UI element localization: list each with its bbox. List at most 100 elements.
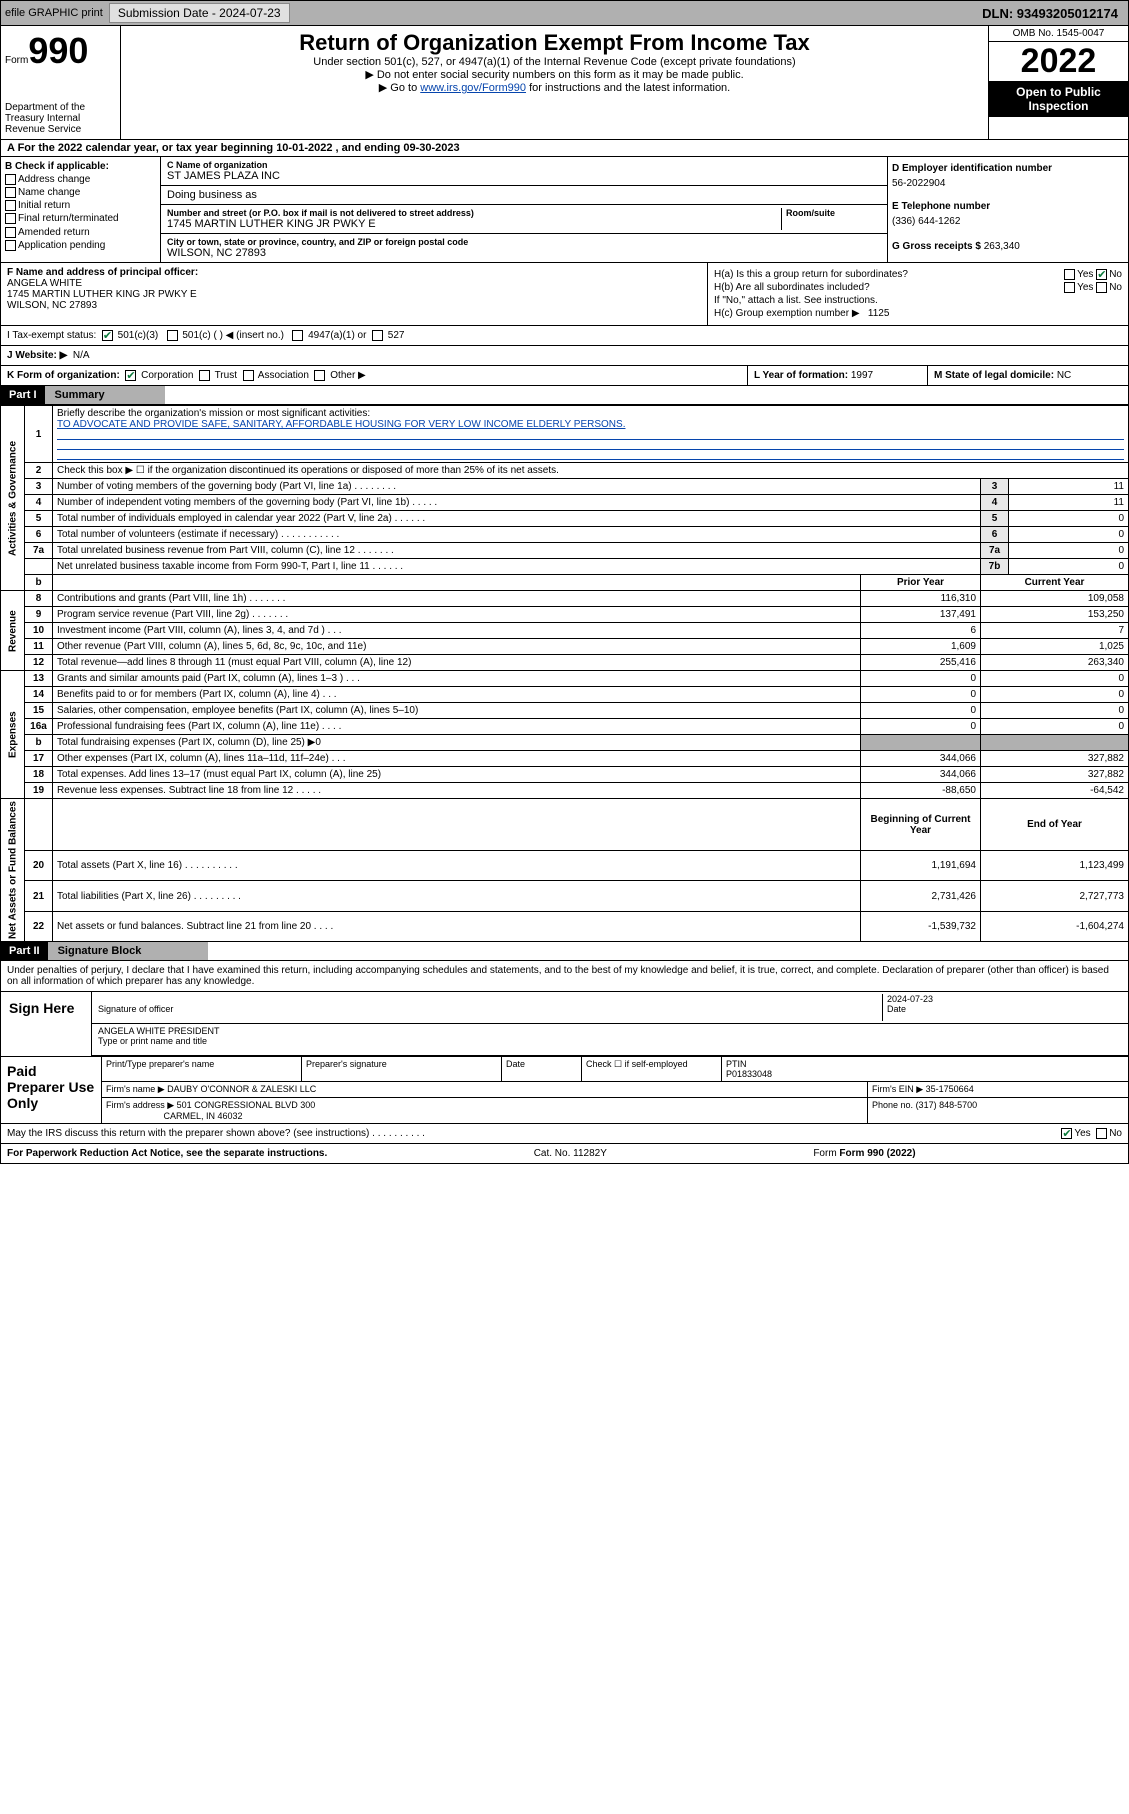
q2-text: Check this box ▶ ☐ if the organization d… xyxy=(53,463,1129,479)
chk-initial-return[interactable]: Initial return xyxy=(5,200,156,211)
phone-value: (336) 644-1262 xyxy=(892,214,1124,229)
dln-label: DLN: 93493205012174 xyxy=(982,6,1118,21)
firm-ein-value: 35-1750664 xyxy=(926,1084,974,1094)
officer-name: ANGELA WHITE xyxy=(7,278,701,289)
ha-no[interactable] xyxy=(1096,269,1107,280)
m-value: NC xyxy=(1057,370,1071,381)
h-c-value: 1125 xyxy=(868,308,890,319)
paid-preparer-label: Paid Preparer Use Only xyxy=(1,1057,101,1123)
chk-address-change[interactable]: Address change xyxy=(5,174,156,185)
section-k-l-m: K Form of organization: Corporation Trus… xyxy=(0,366,1129,386)
form-header: Form990 Department of the Treasury Inter… xyxy=(0,26,1129,140)
prep-check-label: Check ☐ if self-employed xyxy=(582,1057,722,1081)
part-i-badge: Part I xyxy=(1,386,45,404)
firm-name-label: Firm's name ▶ xyxy=(106,1084,165,1094)
city-label: City or town, state or province, country… xyxy=(167,237,881,247)
summary-table: Activities & Governance 1 Briefly descri… xyxy=(0,405,1129,942)
f-label: F Name and address of principal officer: xyxy=(7,267,198,278)
column-b: B Check if applicable: Address change Na… xyxy=(1,157,161,262)
top-bar: efile GRAPHIC print Submission Date - 20… xyxy=(0,0,1129,26)
form-note-1: ▶ Do not enter social security numbers o… xyxy=(125,68,984,81)
may-discuss-text: May the IRS discuss this return with the… xyxy=(7,1128,425,1139)
tax-year: 2022 xyxy=(989,42,1128,81)
h-b-label: H(b) Are all subordinates included? xyxy=(714,282,870,293)
chk-application-pending[interactable]: Application pending xyxy=(5,240,156,251)
row-a: A For the 2022 calendar year, or tax yea… xyxy=(0,140,1129,157)
firm-addr1: 501 CONGRESSIONAL BLVD 300 xyxy=(177,1100,316,1110)
h-a-label: H(a) Is this a group return for subordin… xyxy=(714,269,908,280)
hb-yes[interactable] xyxy=(1064,282,1075,293)
street-address: 1745 MARTIN LUTHER KING JR PWKY E xyxy=(167,218,781,230)
chk-assoc[interactable] xyxy=(243,370,254,381)
side-revenue: Revenue xyxy=(1,591,25,671)
org-name: ST JAMES PLAZA INC xyxy=(167,170,881,182)
discuss-yes[interactable] xyxy=(1061,1128,1072,1139)
phone-label: E Telephone number xyxy=(892,201,990,212)
column-c: C Name of organization ST JAMES PLAZA IN… xyxy=(161,157,888,262)
chk-corp[interactable] xyxy=(125,370,136,381)
column-d-e-g: D Employer identification number 56-2022… xyxy=(888,157,1128,262)
form-title: Return of Organization Exempt From Incom… xyxy=(125,30,984,56)
dba-label: Doing business as xyxy=(167,189,881,201)
h-box: H(a) Is this a group return for subordin… xyxy=(708,263,1128,325)
firm-phone-value: (317) 848-5700 xyxy=(916,1100,978,1110)
city-state-zip: WILSON, NC 27893 xyxy=(167,247,881,259)
sig-officer-label: Signature of officer xyxy=(98,1004,173,1014)
part-i-header: Part I Summary xyxy=(0,386,1129,405)
sigblock-title: Signature Block xyxy=(48,942,208,960)
section-b-to-g: B Check if applicable: Address change Na… xyxy=(0,157,1129,263)
dept-label: Department of the Treasury Internal Reve… xyxy=(5,102,116,135)
chk-4947[interactable] xyxy=(292,330,303,341)
ein-label: D Employer identification number xyxy=(892,163,1052,174)
part-ii-badge: Part II xyxy=(1,942,48,960)
ptin-value: P01833048 xyxy=(726,1069,772,1079)
firm-addr-label: Firm's address ▶ xyxy=(106,1100,174,1110)
chk-amended-return[interactable]: Amended return xyxy=(5,227,156,238)
side-net-assets: Net Assets or Fund Balances xyxy=(1,799,25,942)
ptin-label: PTIN xyxy=(726,1059,747,1069)
chk-501c3[interactable] xyxy=(102,330,113,341)
i-label: I Tax-exempt status: xyxy=(7,330,96,341)
firm-ein-label: Firm's EIN ▶ xyxy=(872,1084,923,1094)
form-number-footer: Form Form 990 (2022) xyxy=(813,1148,915,1159)
h-b-note: If "No," attach a list. See instructions… xyxy=(714,295,1122,306)
room-label: Room/suite xyxy=(786,208,881,218)
page-footer: For Paperwork Reduction Act Notice, see … xyxy=(0,1144,1129,1164)
chk-name-change[interactable]: Name change xyxy=(5,187,156,198)
street-label: Number and street (or P.O. box if mail i… xyxy=(167,208,781,218)
chk-other[interactable] xyxy=(314,370,325,381)
part-ii-header: Part II Signature Block xyxy=(0,942,1129,961)
mission-text: TO ADVOCATE AND PROVIDE SAFE, SANITARY, … xyxy=(57,419,625,430)
irs-link[interactable]: www.irs.gov/Form990 xyxy=(420,82,526,94)
l-value: 1997 xyxy=(851,370,873,381)
section-f-h: F Name and address of principal officer:… xyxy=(0,263,1129,326)
chk-final-return[interactable]: Final return/terminated xyxy=(5,213,156,224)
side-expenses: Expenses xyxy=(1,671,25,799)
discuss-no[interactable] xyxy=(1096,1128,1107,1139)
submission-date-button[interactable]: Submission Date - 2024-07-23 xyxy=(109,3,290,23)
inspection-label: Open to Public Inspection xyxy=(989,81,1128,117)
sign-here-label: Sign Here xyxy=(1,992,91,1056)
chk-501c[interactable] xyxy=(167,330,178,341)
ha-yes[interactable] xyxy=(1064,269,1075,280)
side-governance: Activities & Governance xyxy=(1,406,25,591)
chk-527[interactable] xyxy=(372,330,383,341)
h-c-label: H(c) Group exemption number ▶ xyxy=(714,308,860,319)
f-box: F Name and address of principal officer:… xyxy=(1,263,708,325)
c-name-label: C Name of organization xyxy=(167,160,881,170)
hb-no[interactable] xyxy=(1096,282,1107,293)
k-label: K Form of organization: xyxy=(7,370,120,381)
efile-label: efile GRAPHIC print xyxy=(5,7,103,19)
l-label: L Year of formation: xyxy=(754,370,848,381)
omb-number: OMB No. 1545-0047 xyxy=(989,26,1128,42)
sig-name-value: ANGELA WHITE PRESIDENT xyxy=(98,1026,1122,1036)
form-word: Form xyxy=(5,55,28,66)
gross-value: 263,340 xyxy=(984,241,1020,252)
sign-here-block: Sign Here Signature of officer 2024-07-2… xyxy=(0,992,1129,1057)
form-header-left: Form990 Department of the Treasury Inter… xyxy=(1,26,121,139)
m-label: M State of legal domicile: xyxy=(934,370,1054,381)
j-label: J Website: ▶ xyxy=(7,350,67,361)
chk-trust[interactable] xyxy=(199,370,210,381)
cat-number: Cat. No. 11282Y xyxy=(534,1148,607,1159)
paid-preparer-block: Paid Preparer Use Only Print/Type prepar… xyxy=(0,1057,1129,1124)
